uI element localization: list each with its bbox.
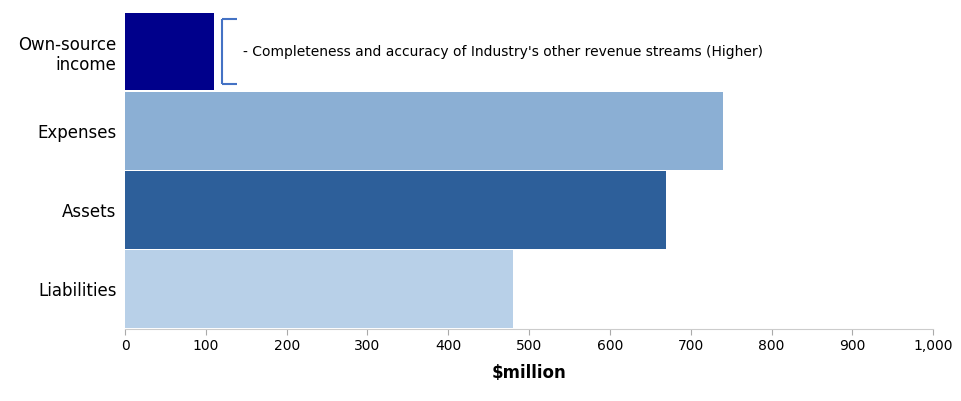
Bar [125,92,723,170]
Bar [125,13,213,91]
Bar [125,171,666,249]
X-axis label: $million: $million [491,365,566,382]
Text: - Completeness and accuracy of Industry's other revenue streams (Higher): - Completeness and accuracy of Industry'… [243,45,762,59]
Bar [125,250,512,328]
